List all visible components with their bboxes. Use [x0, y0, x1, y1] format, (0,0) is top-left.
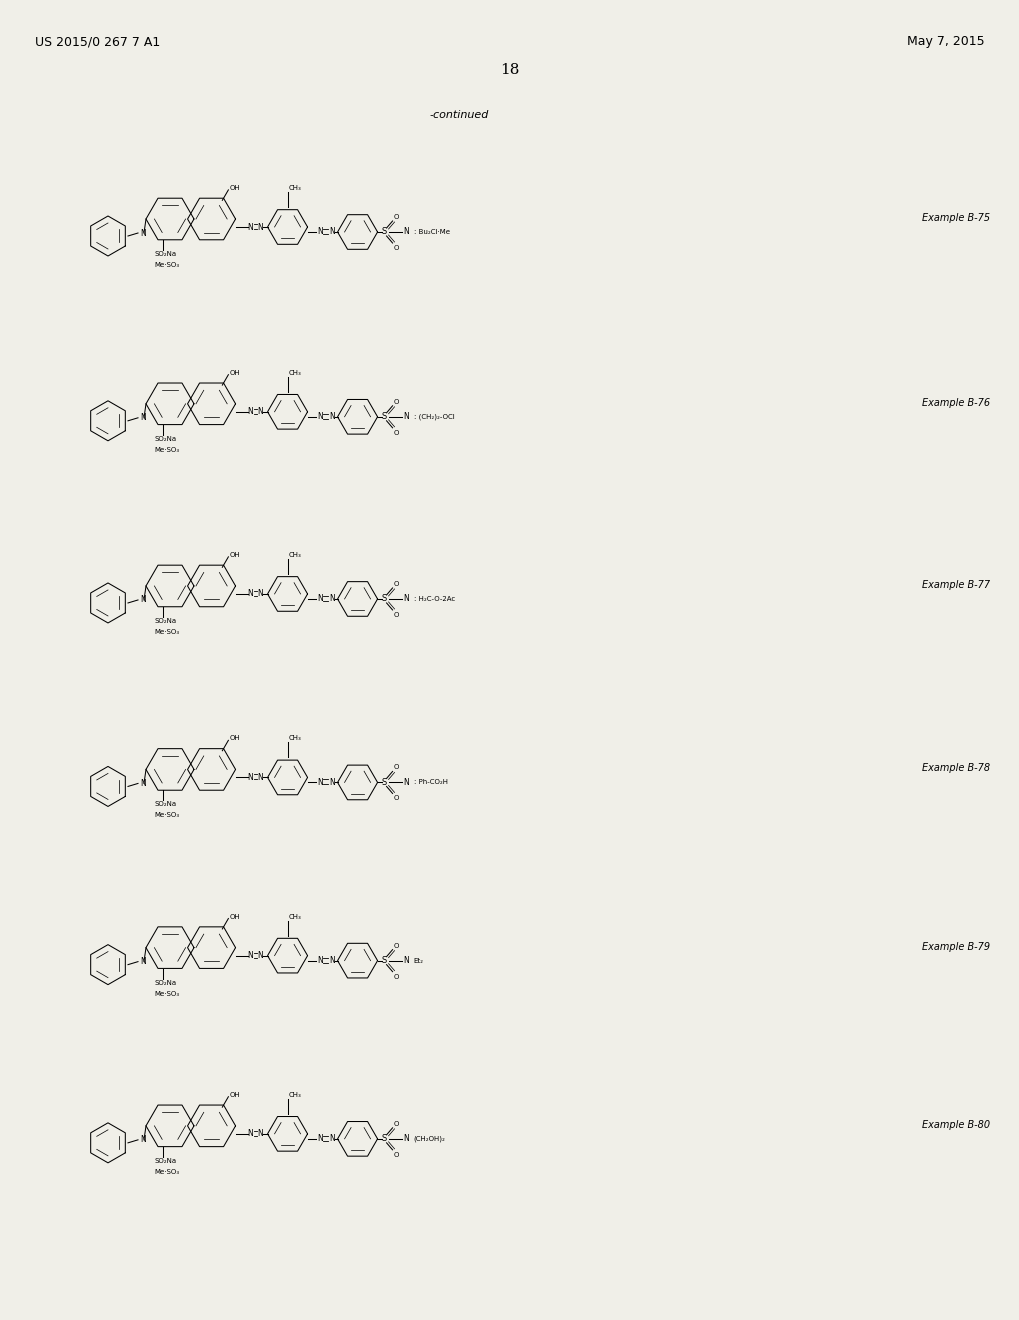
Text: OH: OH — [229, 913, 239, 920]
Text: Et₂: Et₂ — [413, 957, 423, 964]
Text: N: N — [258, 774, 263, 781]
Text: : (CH₂)₂-OCl: : (CH₂)₂-OCl — [413, 413, 453, 420]
Text: SO₂Na: SO₂Na — [155, 1158, 176, 1164]
Text: N: N — [258, 1130, 263, 1138]
Text: N: N — [317, 227, 323, 236]
Text: -continued: -continued — [430, 110, 489, 120]
Text: N: N — [404, 412, 409, 421]
Text: : Ph-CO₂H: : Ph-CO₂H — [413, 779, 447, 785]
Text: N: N — [248, 590, 253, 598]
Text: N: N — [404, 594, 409, 603]
Text: Example B-77: Example B-77 — [921, 579, 989, 590]
Text: O: O — [393, 764, 398, 771]
Text: N: N — [140, 779, 146, 788]
Text: S: S — [381, 594, 386, 603]
Text: N: N — [317, 412, 323, 421]
Text: N: N — [140, 413, 146, 422]
Text: CH₃: CH₃ — [288, 913, 301, 920]
Text: US 2015/0 267 7 A1: US 2015/0 267 7 A1 — [35, 36, 160, 49]
Text: Example B-78: Example B-78 — [921, 763, 989, 774]
Text: N: N — [329, 1134, 335, 1143]
Text: : H₂C-O-2Ac: : H₂C-O-2Ac — [413, 595, 454, 602]
Text: SO₂Na: SO₂Na — [155, 618, 176, 624]
Text: Me·SO₃: Me·SO₃ — [155, 812, 179, 818]
Text: O: O — [393, 214, 398, 220]
Text: S: S — [381, 227, 386, 236]
Text: N: N — [258, 223, 263, 231]
Text: CH₃: CH₃ — [288, 1092, 301, 1098]
Text: N: N — [140, 595, 146, 605]
Text: SO₂Na: SO₂Na — [155, 979, 176, 986]
Text: OH: OH — [229, 735, 239, 742]
Text: O: O — [393, 430, 398, 436]
Text: N: N — [248, 774, 253, 781]
Text: N: N — [317, 956, 323, 965]
Text: SO₂Na: SO₂Na — [155, 436, 176, 442]
Text: S: S — [381, 777, 386, 787]
Text: Example B-79: Example B-79 — [921, 941, 989, 952]
Text: O: O — [393, 246, 398, 251]
Text: N: N — [248, 1130, 253, 1138]
Text: N: N — [248, 408, 253, 416]
Text: CH₃: CH₃ — [288, 552, 301, 558]
Text: O: O — [393, 1152, 398, 1158]
Text: O: O — [393, 399, 398, 405]
Text: CH₃: CH₃ — [288, 185, 301, 191]
Text: N: N — [317, 594, 323, 603]
Text: N: N — [258, 952, 263, 960]
Text: Me·SO₃: Me·SO₃ — [155, 990, 179, 997]
Text: N: N — [258, 590, 263, 598]
Text: OH: OH — [229, 552, 239, 558]
Text: S: S — [381, 1134, 386, 1143]
Text: OH: OH — [229, 1092, 239, 1098]
Text: N: N — [329, 594, 335, 603]
Text: Example B-76: Example B-76 — [921, 397, 989, 408]
Text: N: N — [404, 227, 409, 236]
Text: OH: OH — [229, 370, 239, 376]
Text: S: S — [381, 412, 386, 421]
Text: N: N — [404, 1134, 409, 1143]
Text: SO₂Na: SO₂Na — [155, 801, 176, 808]
Text: Me·SO₃: Me·SO₃ — [155, 261, 179, 268]
Text: O: O — [393, 942, 398, 949]
Text: O: O — [393, 974, 398, 979]
Text: (CH₂OH)₂: (CH₂OH)₂ — [413, 1135, 445, 1142]
Text: : Bu₂Cl·Me: : Bu₂Cl·Me — [413, 228, 449, 235]
Text: N: N — [140, 228, 146, 238]
Text: Me·SO₃: Me·SO₃ — [155, 1168, 179, 1175]
Text: N: N — [329, 777, 335, 787]
Text: Me·SO₃: Me·SO₃ — [155, 446, 179, 453]
Text: Example B-80: Example B-80 — [921, 1119, 989, 1130]
Text: Example B-75: Example B-75 — [921, 213, 989, 223]
Text: OH: OH — [229, 185, 239, 191]
Text: N: N — [248, 952, 253, 960]
Text: S: S — [381, 956, 386, 965]
Text: N: N — [404, 777, 409, 787]
Text: N: N — [140, 1135, 146, 1144]
Text: O: O — [393, 612, 398, 618]
Text: O: O — [393, 581, 398, 587]
Text: CH₃: CH₃ — [288, 735, 301, 742]
Text: N: N — [329, 956, 335, 965]
Text: 18: 18 — [500, 63, 519, 77]
Text: May 7, 2015: May 7, 2015 — [907, 36, 984, 49]
Text: N: N — [329, 227, 335, 236]
Text: N: N — [140, 957, 146, 966]
Text: N: N — [317, 777, 323, 787]
Text: N: N — [329, 412, 335, 421]
Text: O: O — [393, 796, 398, 801]
Text: N: N — [248, 223, 253, 231]
Text: N: N — [317, 1134, 323, 1143]
Text: O: O — [393, 1121, 398, 1127]
Text: N: N — [404, 956, 409, 965]
Text: Me·SO₃: Me·SO₃ — [155, 628, 179, 635]
Text: N: N — [258, 408, 263, 416]
Text: CH₃: CH₃ — [288, 370, 301, 376]
Text: SO₂Na: SO₂Na — [155, 251, 176, 257]
